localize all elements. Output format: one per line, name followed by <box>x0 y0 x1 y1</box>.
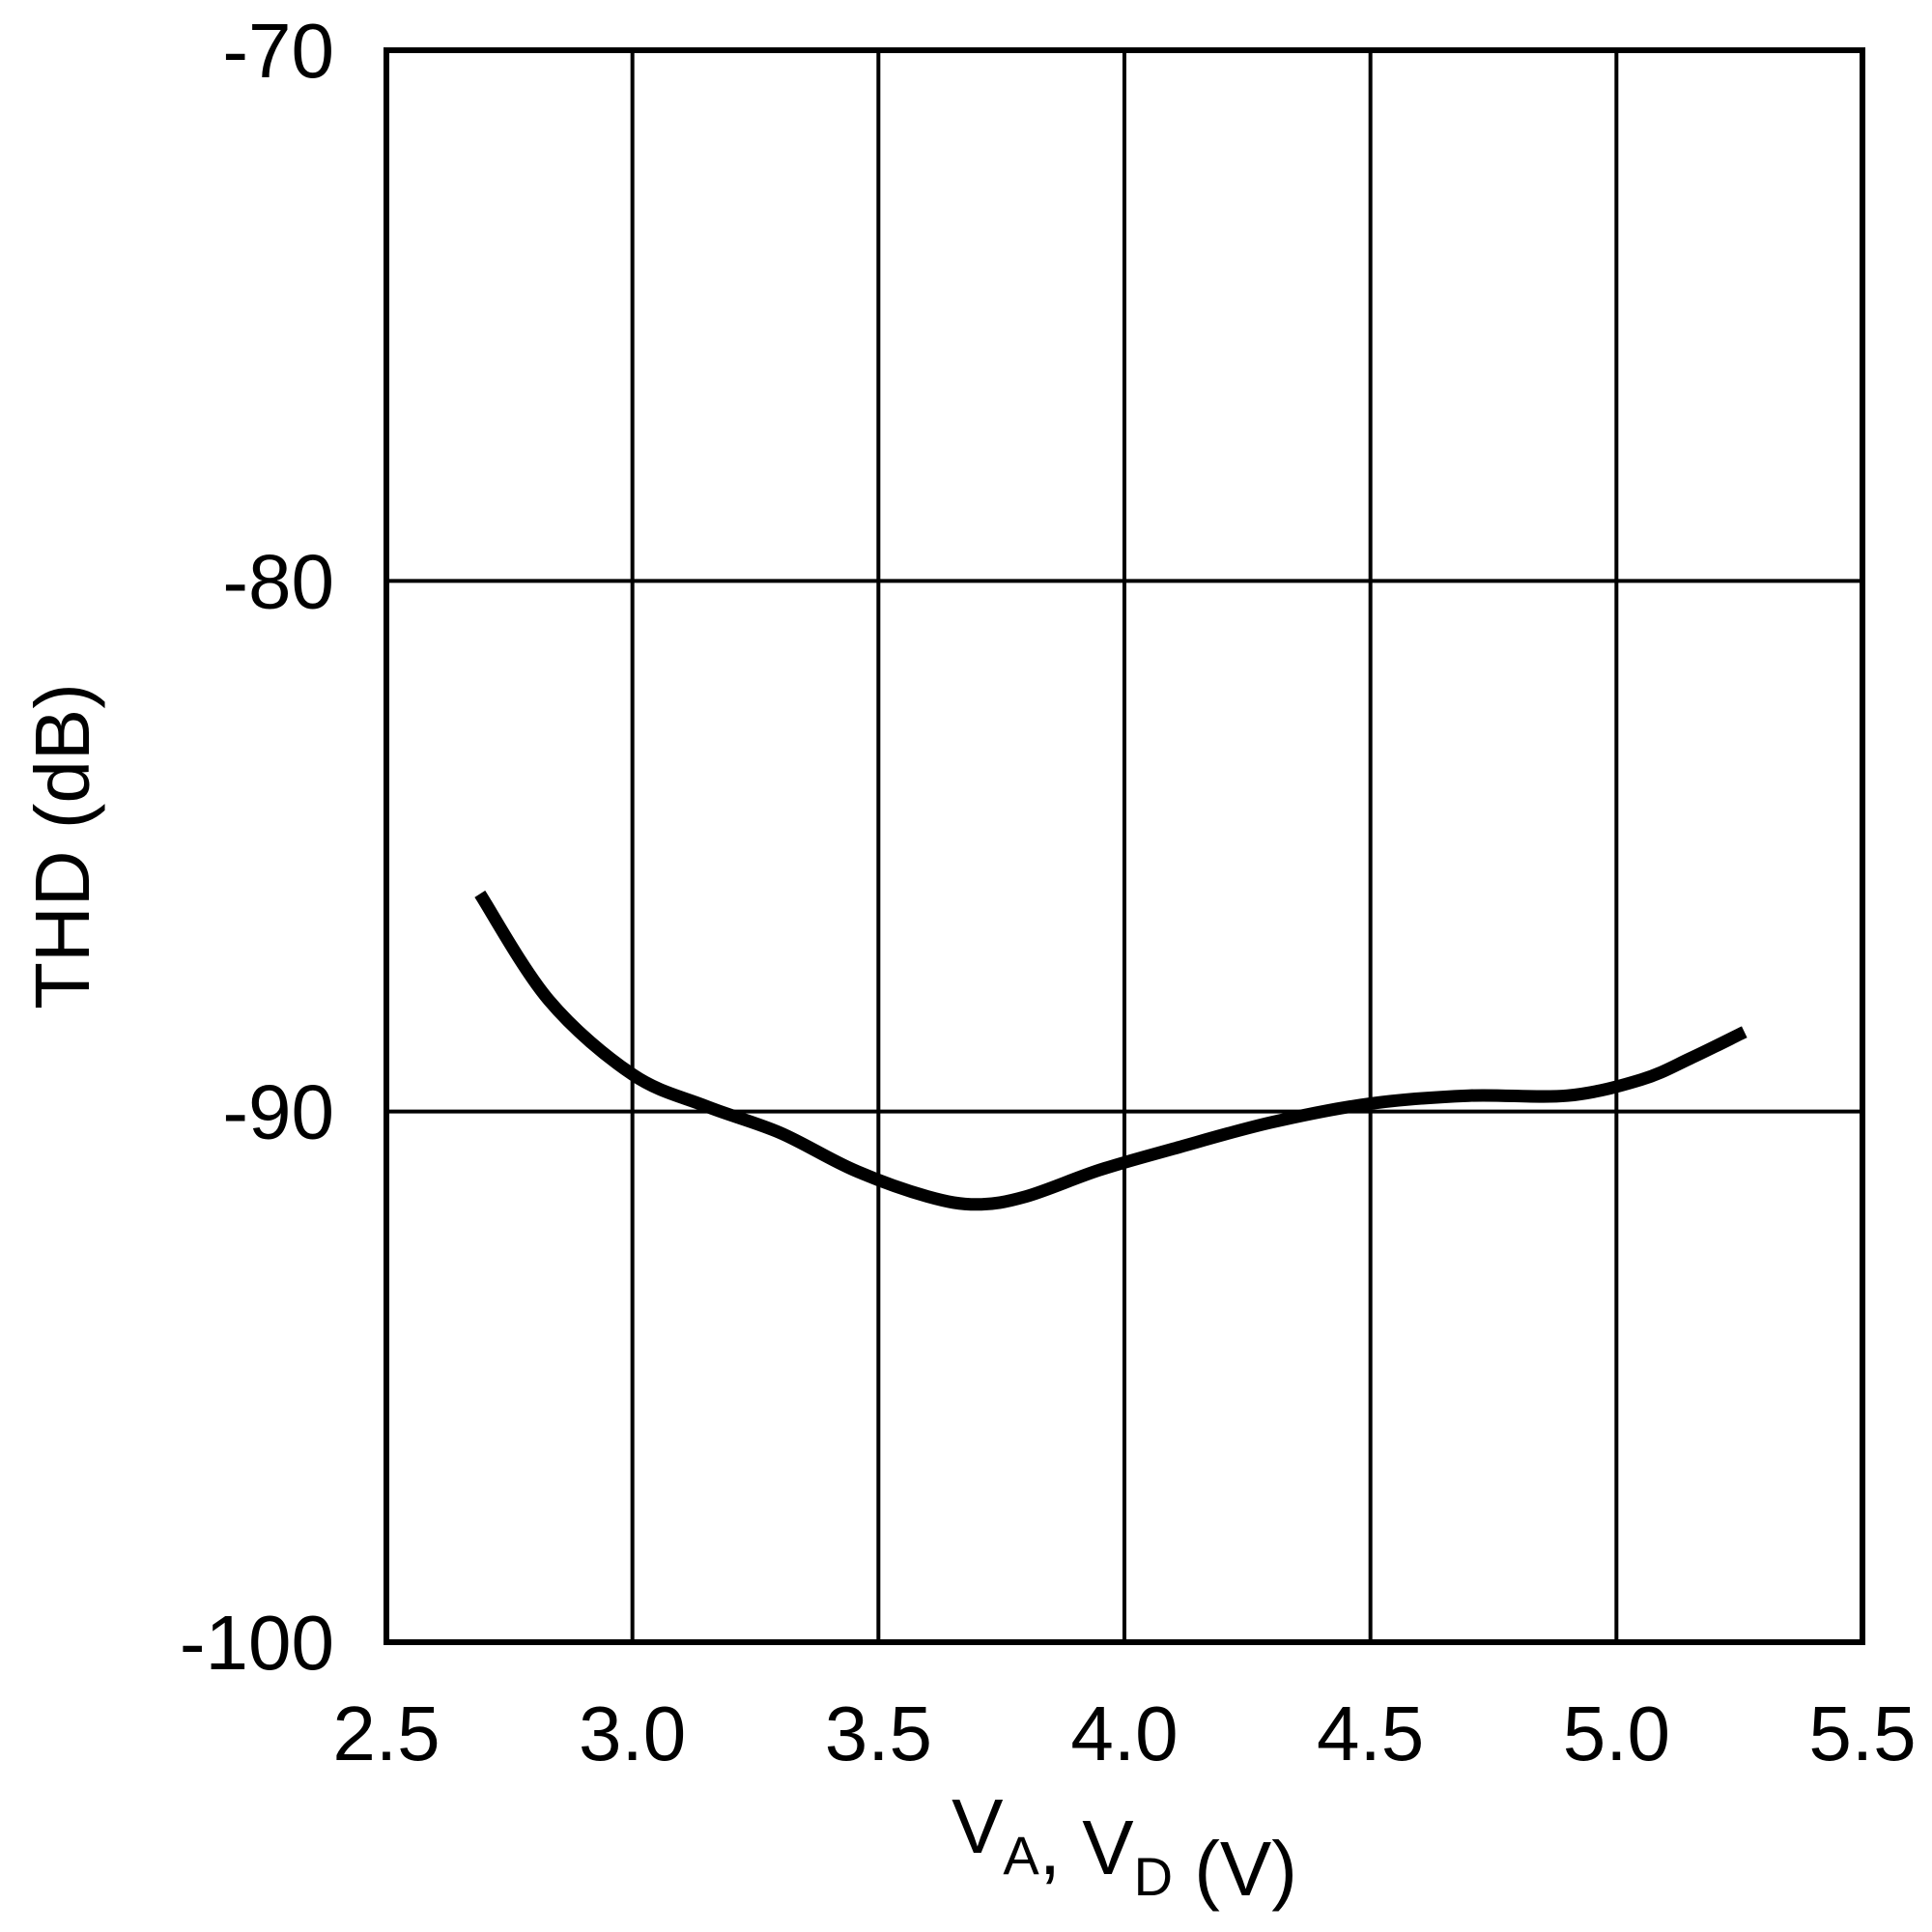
series-line-thd <box>474 890 1747 1211</box>
y-tick-label-1: -90 <box>222 1069 334 1155</box>
y-tick-labels: -100 -90 -80 -70 <box>180 8 334 1686</box>
x-tick-label-0: 2.5 <box>332 1690 440 1776</box>
x-axis-title: VA, VD (V) <box>952 1783 1297 1912</box>
plot-frame <box>384 47 1865 1645</box>
x-tick-label-3: 4.0 <box>1070 1690 1178 1776</box>
x-tick-label-6: 5.5 <box>1808 1690 1916 1776</box>
y-tick-label-2: -80 <box>222 538 334 624</box>
x-axis-title-sub-0: A <box>1003 1825 1039 1886</box>
x-axis-title-part-0: V <box>952 1783 1004 1869</box>
y-tick-label-0: -100 <box>180 1600 334 1686</box>
x-tick-label-5: 5.0 <box>1563 1690 1670 1776</box>
y-axis-title: THD (dB) <box>19 683 105 1009</box>
x-axis-title-part-2: (V) <box>1173 1826 1297 1912</box>
x-tick-labels: 2.5 3.0 3.5 4.0 4.5 5.0 5.5 <box>332 1690 1916 1776</box>
grid-lines <box>386 50 1862 1642</box>
x-tick-label-1: 3.0 <box>579 1690 686 1776</box>
y-tick-label-3: -70 <box>222 8 334 94</box>
x-tick-label-2: 3.5 <box>825 1690 932 1776</box>
x-tick-label-4: 4.5 <box>1317 1690 1424 1776</box>
x-axis-title-part-1: , V <box>1039 1804 1134 1890</box>
x-axis-title-sub-1: D <box>1134 1846 1173 1907</box>
